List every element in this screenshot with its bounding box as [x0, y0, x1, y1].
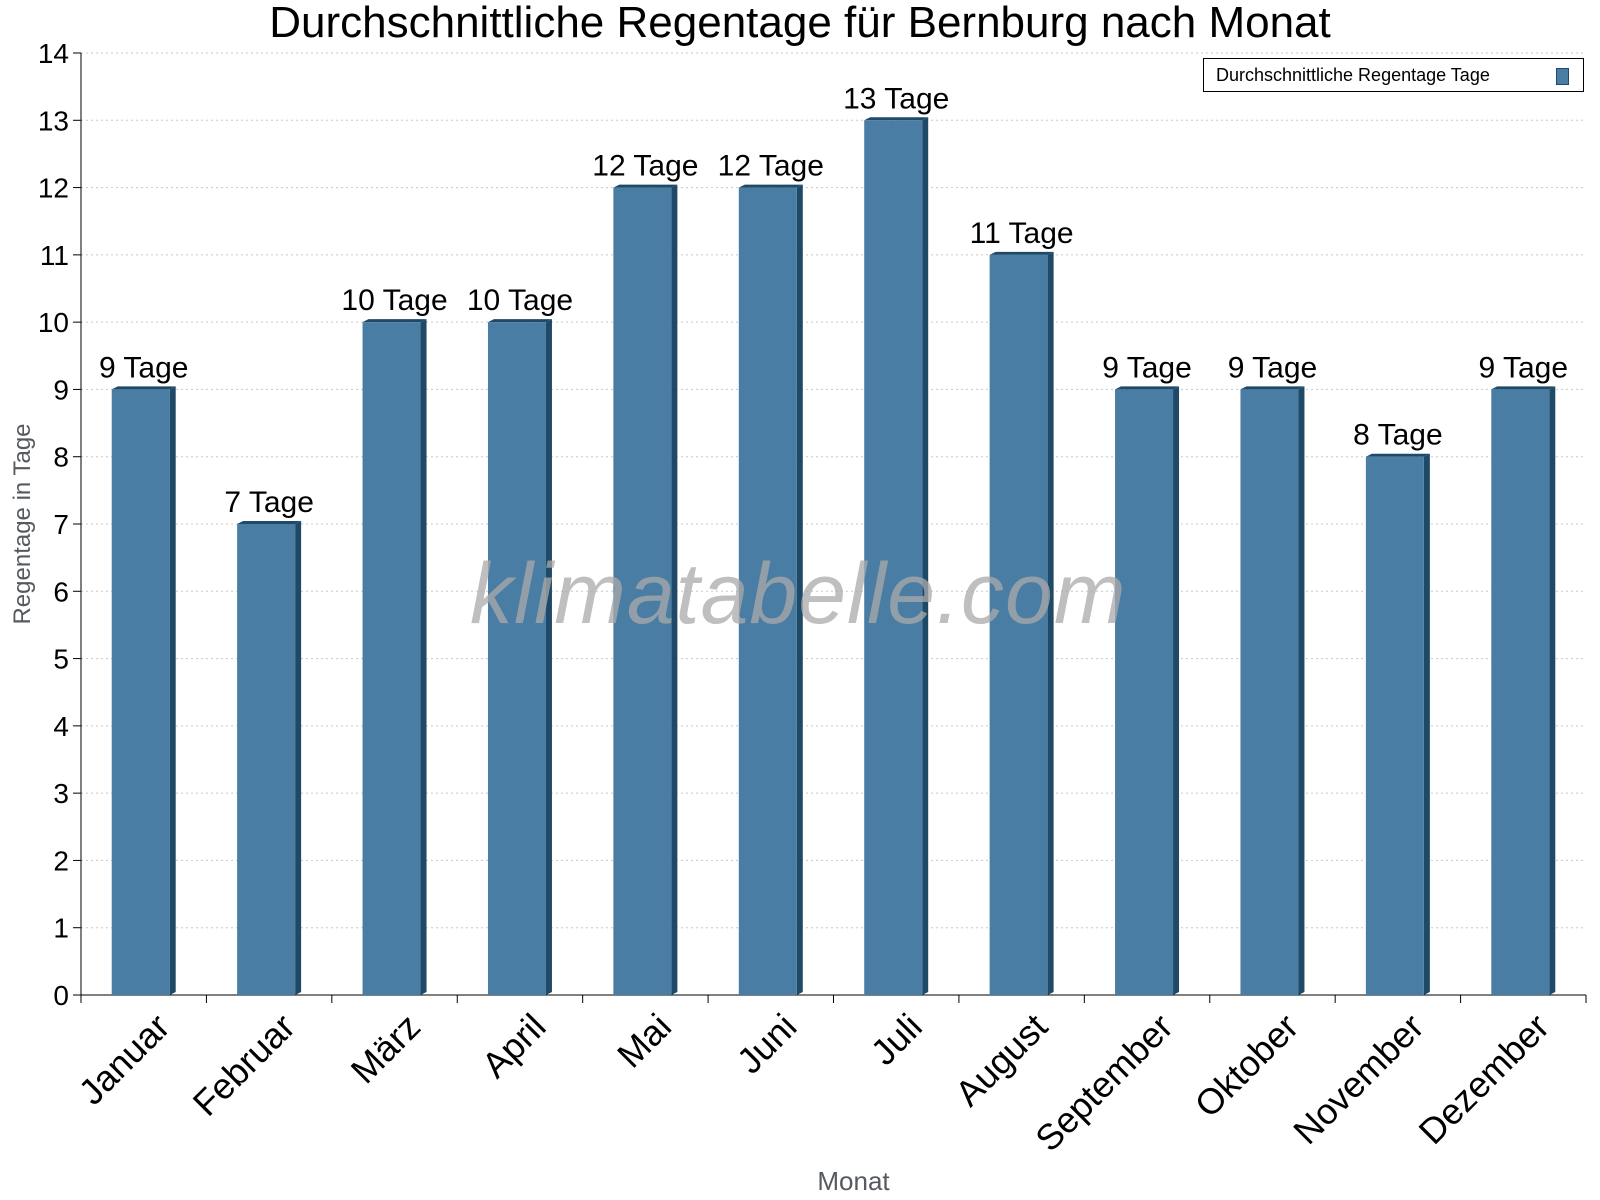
data-label: 9 Tage: [1102, 351, 1192, 384]
watermark: klimatabelle.com: [470, 546, 1127, 642]
bar-side: [1173, 386, 1180, 995]
bar-top: [1491, 386, 1556, 390]
x-tick-label: November: [1285, 1006, 1431, 1152]
data-label: 10 Tage: [467, 284, 573, 317]
bar-side: [671, 184, 678, 996]
y-tick-label: 13: [38, 105, 69, 136]
bar-top: [237, 521, 302, 524]
bar: [487, 322, 546, 996]
y-tick-label: 10: [38, 307, 69, 338]
x-tick-label: April: [474, 1006, 554, 1086]
y-tick-label: 2: [53, 845, 69, 876]
data-label: 12 Tage: [718, 150, 824, 183]
bar: [1365, 456, 1424, 995]
bar-side: [545, 319, 552, 996]
data-label: 13 Tage: [843, 82, 949, 115]
x-tick-label: Mai: [609, 1006, 679, 1076]
bar: [237, 524, 296, 995]
x-tick-label: Dezember: [1411, 1006, 1557, 1152]
legend: Durchschnittliche Regentage Tage: [1203, 58, 1584, 92]
bar-side: [169, 386, 176, 995]
x-tick-label: September: [1027, 1006, 1181, 1160]
data-label: 12 Tage: [592, 150, 698, 183]
y-tick-label: 8: [53, 442, 69, 473]
x-tick-label: August: [947, 1006, 1055, 1114]
data-label: 10 Tage: [341, 284, 447, 317]
bar-top: [738, 184, 803, 188]
data-label: 9 Tage: [1228, 351, 1318, 384]
bar-side: [1047, 251, 1054, 995]
bar-top: [1115, 386, 1180, 390]
bar-top: [487, 319, 552, 323]
bar-side: [295, 521, 302, 995]
bar-top: [362, 319, 427, 323]
x-tick-label: Oktober: [1187, 1006, 1307, 1126]
bar-top: [111, 386, 176, 390]
bar-side: [1423, 453, 1430, 995]
bar-side: [796, 184, 803, 996]
x-tick-label: Juni: [729, 1006, 805, 1082]
bar-top: [989, 251, 1054, 255]
legend-swatch: [1556, 68, 1569, 85]
data-label: 8 Tage: [1353, 419, 1443, 452]
bar-side: [1298, 386, 1305, 995]
data-label: 9 Tage: [99, 351, 189, 384]
bar: [989, 254, 1048, 995]
bar-side: [922, 117, 929, 996]
bar-side: [1549, 386, 1556, 995]
x-axis-title: Monat: [817, 1166, 890, 1196]
y-tick-label: 9: [53, 374, 69, 405]
y-tick-label: 1: [53, 913, 69, 944]
data-label: 7 Tage: [224, 486, 314, 519]
y-tick-label: 7: [53, 509, 69, 540]
bar: [1240, 389, 1299, 995]
x-tick-label: Februar: [185, 1006, 303, 1124]
y-tick-label: 14: [38, 38, 69, 69]
bar: [1491, 389, 1550, 995]
bar: [738, 187, 797, 996]
y-axis-title: Regentage in Tage: [9, 423, 36, 624]
y-tick-label: 11: [40, 240, 69, 271]
x-tick-label: März: [343, 1006, 429, 1092]
y-tick-label: 4: [53, 711, 69, 742]
y-tick-label: 12: [38, 173, 69, 204]
y-tick-label: 6: [53, 576, 69, 607]
x-tick-label: Juli: [863, 1006, 930, 1073]
bar-top: [613, 184, 678, 188]
bar: [362, 322, 421, 996]
y-tick-label: 3: [53, 778, 69, 809]
chart-title: Durchschnittliche Regentage für Bernburg…: [269, 0, 1331, 47]
bar: [613, 187, 672, 996]
x-tick-label: Januar: [71, 1006, 178, 1113]
bar-top: [864, 117, 929, 121]
data-label: 9 Tage: [1479, 351, 1569, 384]
bar-top: [1365, 453, 1430, 457]
y-tick-label: 0: [53, 980, 69, 1011]
y-tick-label: 5: [53, 644, 69, 675]
bar: [1115, 389, 1174, 995]
bar-side: [420, 319, 427, 996]
bar: [864, 120, 923, 996]
bar: [111, 389, 170, 995]
legend-label: Durchschnittliche Regentage Tage: [1216, 65, 1490, 85]
bar-top: [1240, 386, 1305, 390]
data-label: 11 Tage: [970, 217, 1074, 250]
